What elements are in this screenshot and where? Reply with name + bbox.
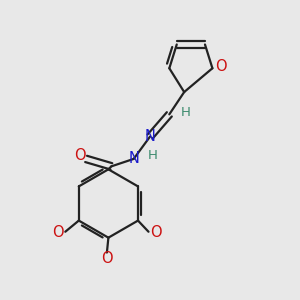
Text: N: N <box>128 152 139 166</box>
Text: O: O <box>215 59 227 74</box>
Text: O: O <box>150 225 162 240</box>
Text: O: O <box>101 251 113 266</box>
Text: H: H <box>148 149 158 162</box>
Text: O: O <box>52 225 64 240</box>
Text: N: N <box>145 129 155 144</box>
Text: O: O <box>74 148 85 164</box>
Text: H: H <box>181 106 190 119</box>
